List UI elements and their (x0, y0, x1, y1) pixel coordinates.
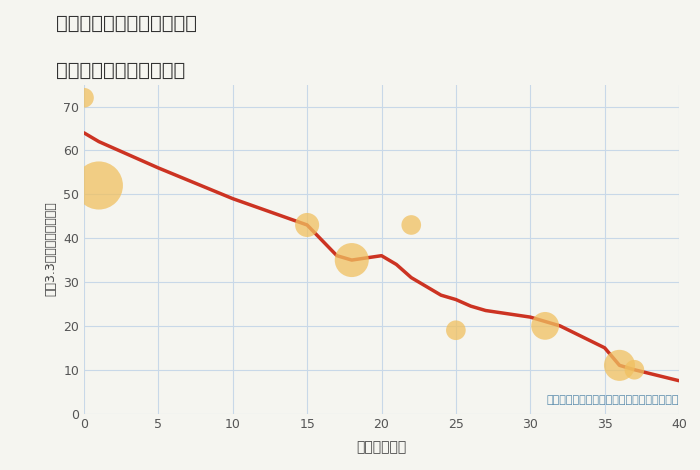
Point (302, 221, 313, 229)
Point (406, 221, 417, 229)
Point (614, 361, 625, 369)
Point (78, 94, 90, 102)
Text: 築年数別中古戸建て価格: 築年数別中古戸建て価格 (56, 61, 186, 80)
Text: 円の大きさは、取引のあった物件面積を示す: 円の大きさは、取引のあった物件面積を示す (547, 395, 679, 405)
Point (540, 322, 551, 329)
Point (450, 327, 461, 334)
Point (346, 256, 357, 264)
Y-axis label: 坪（3.3㎡）単価（万円）: 坪（3.3㎡）単価（万円） (45, 202, 57, 297)
Point (629, 366, 640, 374)
X-axis label: 築年数（年）: 築年数（年） (356, 440, 407, 454)
Text: 三重県桑名市長島町出口の: 三重県桑名市長島町出口の (56, 14, 197, 33)
Point (93, 182, 104, 189)
